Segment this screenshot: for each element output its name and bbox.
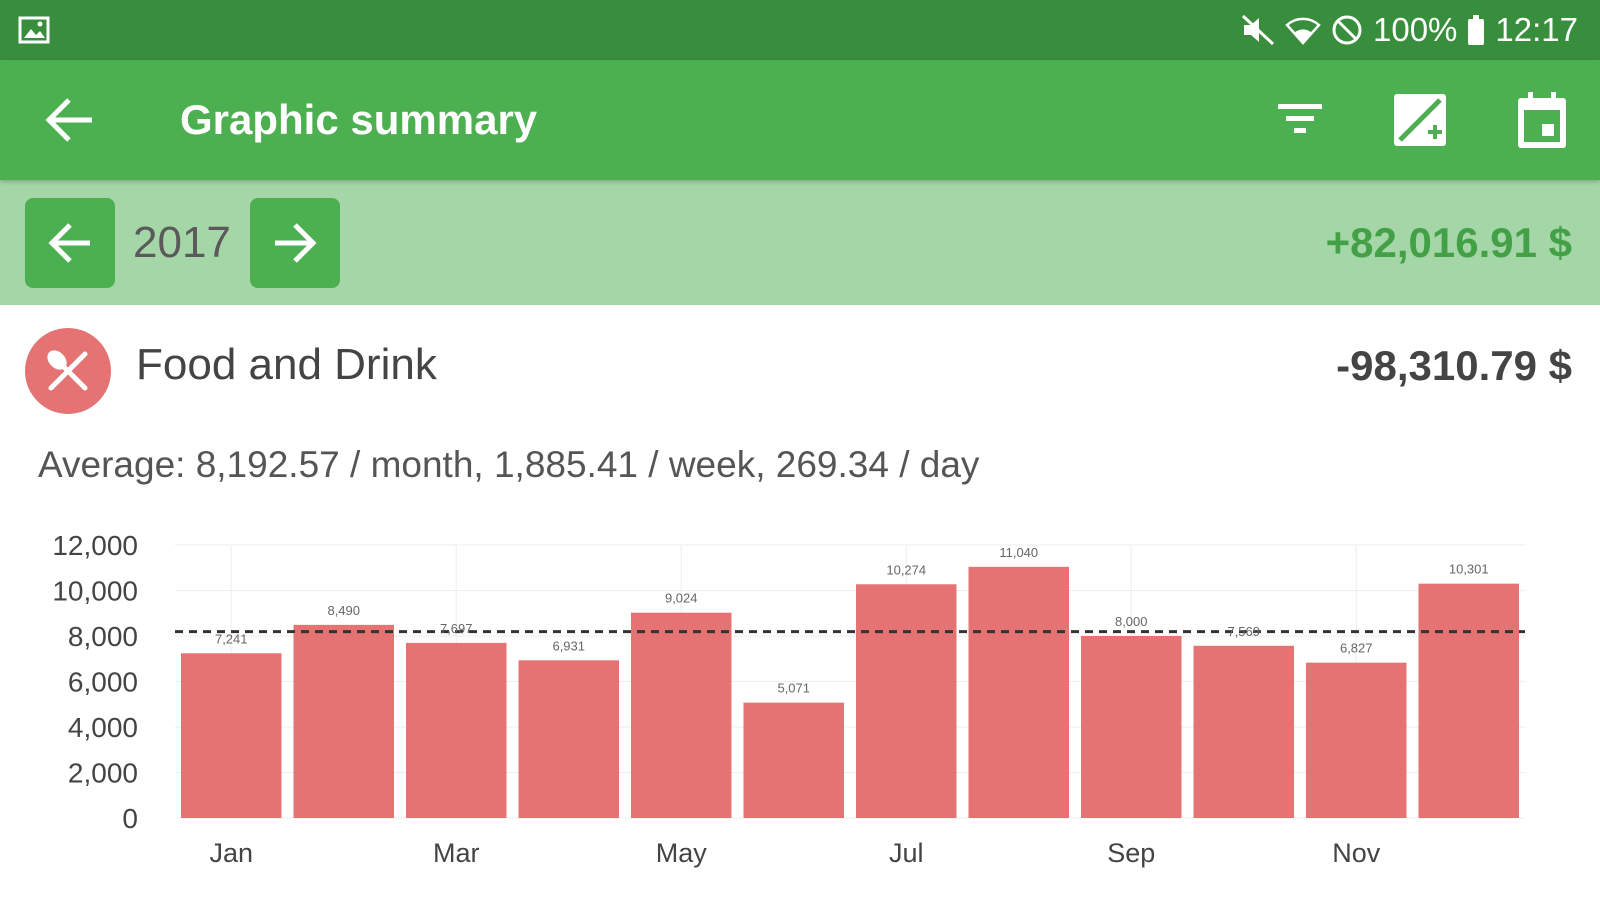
category-name: Food and Drink: [136, 340, 437, 389]
bar-dec: [1418, 583, 1519, 818]
bar-value-label: 8,000: [1115, 614, 1148, 629]
calendar-icon: [1518, 92, 1566, 148]
bar-value-label: 7,697: [440, 621, 473, 636]
period-bar: 2017 +82,016.91 $: [0, 180, 1600, 305]
average-summary: Average: 8,192.57 / month, 1,885.41 / we…: [38, 444, 980, 485]
battery-icon: [1467, 14, 1485, 46]
y-tick-label: 10,000: [52, 576, 138, 607]
bar-feb: [293, 624, 394, 818]
filter-icon: [1278, 104, 1322, 133]
bar-value-label: 7,569: [1227, 624, 1260, 639]
clock: 12:17: [1495, 11, 1578, 48]
bar-value-label: 11,040: [999, 545, 1038, 560]
bar-jul: [856, 584, 957, 818]
x-tick-label: Jul: [889, 838, 924, 868]
bar-value-label: 10,274: [886, 562, 926, 577]
x-tick-label: Nov: [1332, 838, 1381, 868]
bar-aug: [968, 566, 1069, 818]
period-total: +82,016.91 $: [1325, 219, 1572, 266]
bar-may: [631, 612, 732, 818]
x-tick-label: Sep: [1107, 838, 1155, 868]
arrow-left-icon: [48, 223, 90, 263]
back-button[interactable]: [42, 94, 96, 151]
fork-knife-icon: [25, 328, 111, 414]
calendar-button[interactable]: [1514, 90, 1570, 155]
x-tick-label: Jan: [209, 838, 253, 868]
y-tick-label: 6,000: [68, 667, 138, 698]
bar-apr: [518, 660, 619, 818]
bar-value-label: 6,931: [552, 638, 585, 653]
bar-mar: [406, 642, 507, 818]
bar-value-label: 6,827: [1340, 641, 1373, 656]
y-tick-label: 2,000: [68, 758, 138, 789]
next-year-button[interactable]: [250, 198, 340, 288]
y-tick-label: 8,000: [68, 621, 138, 652]
y-tick-label: 4,000: [68, 712, 138, 743]
arrow-right-icon: [275, 223, 317, 263]
previous-year-button[interactable]: [25, 198, 115, 288]
category-total: -98,310.79 $: [1336, 342, 1572, 389]
arrow-left-icon: [45, 98, 92, 142]
page-title: Graphic summary: [180, 96, 538, 143]
bar-value-label: 8,490: [327, 603, 360, 618]
battery-percent: 100%: [1373, 11, 1458, 48]
image-icon: [18, 16, 50, 49]
bar-oct: [1193, 645, 1294, 818]
y-tick-label: 12,000: [52, 530, 138, 561]
bar-value-label: 7,241: [215, 631, 248, 646]
monthly-bar-chart: 0 2,000 4,000 6,000 8,000 10,000 12,000 7,241 8,…: [52, 530, 1525, 868]
bar-jun: [743, 702, 844, 818]
bar-value-label: 9,024: [665, 591, 698, 606]
status-bar: 100% 12:17: [0, 0, 1600, 60]
bar-value-label: 10,301: [1449, 562, 1489, 577]
chart-add-icon: [1394, 94, 1446, 146]
bar-sep: [1081, 636, 1182, 818]
y-tick-label: 0: [122, 803, 138, 834]
add-chart-button[interactable]: [1390, 90, 1450, 155]
mute-icon: [1241, 14, 1275, 46]
bar-jan: [181, 653, 282, 818]
do-not-disturb-icon: [1331, 14, 1363, 46]
app-bar: Graphic summary: [0, 60, 1600, 180]
bar-value-label: 5,071: [777, 681, 810, 696]
bar-nov: [1306, 662, 1407, 818]
wifi-icon: [1285, 15, 1321, 45]
filter-button[interactable]: [1272, 90, 1328, 151]
x-tick-label: Mar: [433, 838, 480, 868]
year-label: 2017: [133, 218, 231, 267]
x-tick-label: May: [656, 838, 708, 868]
